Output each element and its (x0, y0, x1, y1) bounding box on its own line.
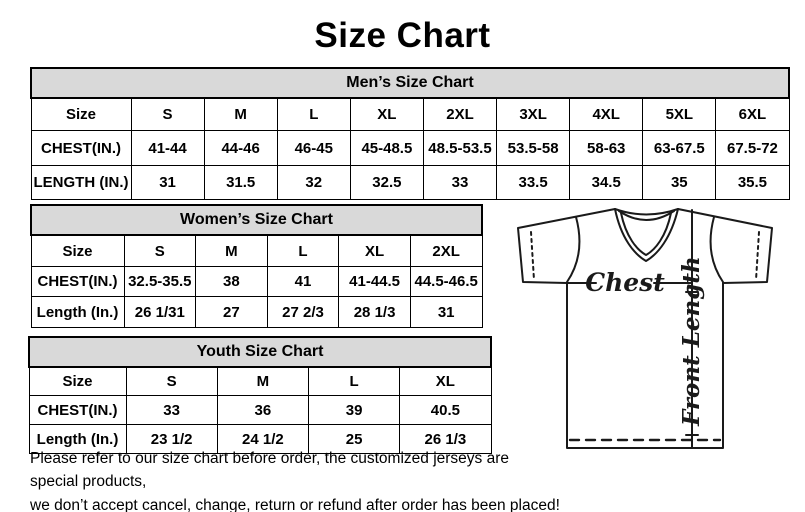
length-cell: 31 (409, 296, 483, 328)
length-cell: 24 1/2 (216, 424, 310, 454)
body-outline (566, 282, 724, 449)
disclaimer-line-1: Please refer to our size chart before or… (30, 450, 510, 491)
length-cell: 34.5 (569, 165, 644, 200)
mens-size-row: Size S M L XL 2XL 3XL 4XL 5XL 6XL (30, 97, 790, 131)
size-cell: L (266, 234, 340, 267)
chest-cell: 45-48.5 (349, 130, 424, 166)
womens-length-label: Length (In.) (30, 296, 125, 328)
chest-cell: 63-67.5 (642, 130, 717, 166)
chest-cell: 53.5-58 (496, 130, 571, 166)
mens-chest-label: CHEST(IN.) (30, 130, 132, 166)
length-cell: 26 1/31 (123, 296, 197, 328)
chest-cell: 58-63 (569, 130, 644, 166)
chest-cell: 44-46 (203, 130, 278, 166)
size-cell: 3XL (496, 97, 571, 131)
size-cell: XL (399, 366, 492, 396)
size-cell: M (195, 234, 268, 267)
size-cell: S (125, 366, 218, 396)
chest-cell: 41-44 (130, 130, 205, 166)
size-cell: S (130, 97, 205, 131)
size-cell: 2XL (409, 234, 483, 267)
mens-length-label: LENGTH (IN.) (30, 165, 132, 200)
length-cell: 28 1/3 (338, 296, 411, 328)
chest-cell: 39 (307, 395, 401, 425)
mens-size-label: Size (30, 97, 132, 131)
chest-cell: 48.5-53.5 (422, 130, 498, 166)
length-cell: 32 (276, 165, 351, 200)
tshirt-measurement-diagram: Chest Front Length (517, 208, 773, 449)
size-cell: XL (349, 97, 424, 131)
chest-cell: 38 (195, 266, 268, 297)
right-sleeve-outline (677, 208, 773, 284)
front-length-diagram-label: Front Length (678, 256, 705, 427)
size-cell: XL (338, 234, 411, 267)
length-cell: 35.5 (715, 165, 790, 200)
length-cell: 33.5 (496, 165, 571, 200)
left-armhole-seam (566, 216, 581, 283)
womens-size-row: Size S M L XL 2XL (30, 234, 483, 267)
collar-inner-v (620, 212, 672, 256)
size-cell: 5XL (642, 97, 717, 131)
size-cell: L (276, 97, 351, 131)
mens-size-table: Men’s Size Chart Size S M L XL 2XL 3XL 4… (30, 67, 790, 200)
left-sleeve-outline (517, 208, 616, 284)
youth-chest-label: CHEST(IN.) (28, 395, 127, 425)
chest-cell: 44.5-46.5 (409, 266, 483, 297)
mens-chest-row: CHEST(IN.) 41-44 44-46 46-45 45-48.5 48.… (30, 130, 790, 166)
chest-cell: 33 (125, 395, 218, 425)
mens-table-header: Men’s Size Chart (30, 67, 790, 99)
chest-cell: 36 (216, 395, 310, 425)
size-cell: 4XL (569, 97, 644, 131)
right-armhole-seam (709, 216, 724, 283)
womens-size-label: Size (30, 234, 125, 267)
disclaimer-text: Please refer to our size chart before or… (30, 447, 560, 512)
length-cell: 31.5 (203, 165, 278, 200)
length-cell: 33 (422, 165, 498, 200)
collar-outer-v (614, 208, 679, 262)
disclaimer-line-2: we don’t accept cancel, change, return o… (30, 496, 560, 512)
length-cell: 26 1/3 (399, 424, 492, 454)
length-cell: 27 2/3 (266, 296, 340, 328)
page-title: Size Chart (314, 16, 491, 55)
size-cell: M (203, 97, 278, 131)
youth-size-row: Size S M L XL (28, 366, 492, 396)
collar-back-arc (614, 208, 679, 216)
chest-cell: 46-45 (276, 130, 351, 166)
left-cuff-dashed-line (530, 231, 535, 281)
length-cell: 31 (130, 165, 205, 200)
youth-size-table: Youth Size Chart Size S M L XL CHEST(IN.… (28, 336, 492, 454)
chest-cell: 41-44.5 (338, 266, 411, 297)
chest-diagram-label: Chest (585, 268, 665, 297)
length-cell: 27 (195, 296, 268, 328)
youth-length-row: Length (In.) 23 1/2 24 1/2 25 26 1/3 (28, 424, 492, 454)
womens-length-row: Length (In.) 26 1/31 27 27 2/3 28 1/3 31 (30, 296, 483, 328)
right-cuff-dashed-line (755, 231, 760, 281)
chest-cell: 67.5-72 (715, 130, 790, 166)
length-cell: 32.5 (349, 165, 424, 200)
chest-cell: 40.5 (399, 395, 492, 425)
womens-size-table: Women’s Size Chart Size S M L XL 2XL CHE… (30, 204, 483, 328)
womens-chest-label: CHEST(IN.) (30, 266, 125, 297)
size-cell: 2XL (422, 97, 498, 131)
collar-band-arc (618, 210, 675, 221)
size-cell: 6XL (715, 97, 790, 131)
size-cell: L (307, 366, 401, 396)
womens-table-header: Women’s Size Chart (30, 204, 483, 236)
length-cell: 35 (642, 165, 717, 200)
womens-chest-row: CHEST(IN.) 32.5-35.5 38 41 41-44.5 44.5-… (30, 266, 483, 297)
youth-chest-row: CHEST(IN.) 33 36 39 40.5 (28, 395, 492, 425)
size-cell: M (216, 366, 310, 396)
youth-size-label: Size (28, 366, 127, 396)
youth-table-header: Youth Size Chart (28, 336, 492, 368)
length-cell: 25 (307, 424, 401, 454)
chest-cell: 41 (266, 266, 340, 297)
mens-length-row: LENGTH (IN.) 31 31.5 32 32.5 33 33.5 34.… (30, 165, 790, 200)
length-cell: 23 1/2 (125, 424, 218, 454)
size-cell: S (123, 234, 197, 267)
youth-length-label: Length (In.) (28, 424, 127, 454)
chest-cell: 32.5-35.5 (123, 266, 197, 297)
